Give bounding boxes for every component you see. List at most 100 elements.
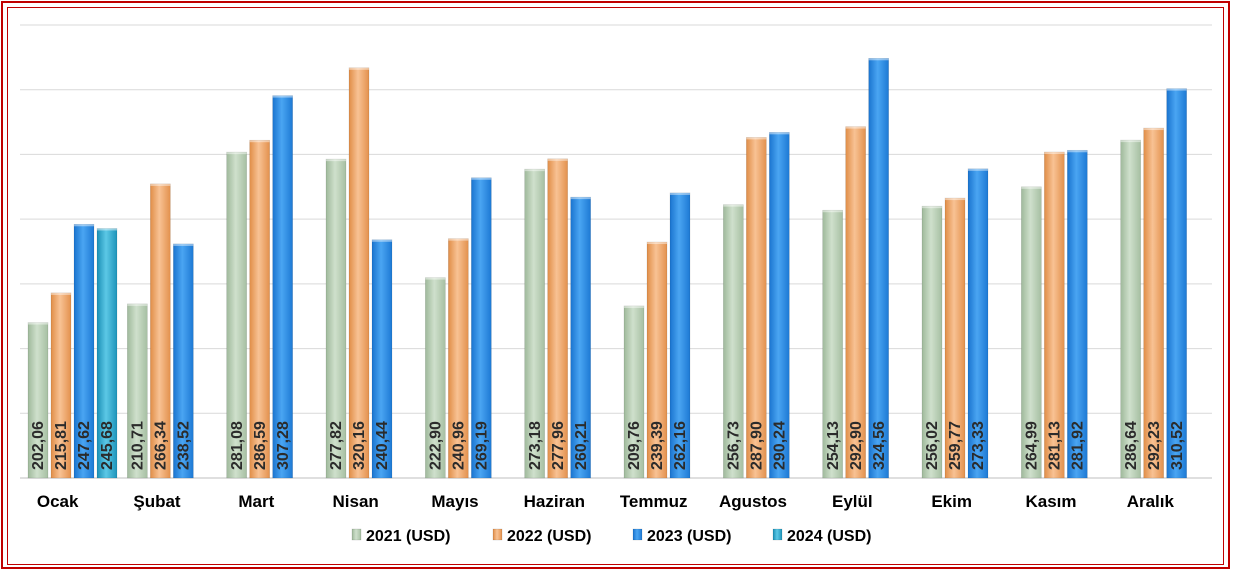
bar-highlight (1120, 140, 1141, 143)
bar-highlight (624, 305, 644, 308)
value-label: 222,90 (428, 421, 445, 470)
category-label: Nisan (333, 492, 379, 511)
bar-Ekim-2023 (USD) (967, 168, 989, 479)
bar-Mart-2023 (USD) (272, 95, 293, 479)
value-label: 320,16 (351, 421, 368, 470)
bar-Mayıs-2022 (USD) (448, 238, 469, 479)
bar-highlight (326, 159, 346, 162)
bar-highlight (448, 238, 469, 241)
bar-Ocak-2024 (USD) (96, 228, 118, 479)
value-label: 259,77 (947, 421, 964, 470)
bar-Mayıs-2021 (USD) (425, 277, 446, 479)
category-label: Haziran (524, 492, 585, 511)
bar-highlight (127, 303, 148, 306)
category-label: Agustos (719, 492, 787, 511)
value-label: 266,34 (153, 421, 170, 470)
value-label: 209,76 (626, 421, 643, 470)
value-label: 310,52 (1169, 421, 1186, 470)
bar-highlight (1021, 186, 1042, 189)
bar-highlight (272, 95, 293, 98)
legend: 2021 (USD) 2022 (USD) 2023 (USD) 2024 (USD) (351, 528, 871, 545)
category-label: Mart (238, 492, 274, 511)
value-label: 290,24 (772, 421, 789, 470)
bar-highlight (425, 277, 446, 280)
value-label: 256,02 (924, 421, 941, 470)
bar-Agustos-2023 (USD) (769, 132, 790, 479)
bar-Nisan-2021 (USD) (325, 158, 347, 479)
bar-Eylül-2023 (USD) (868, 58, 889, 479)
value-label: 262,16 (672, 421, 689, 470)
value-label: 215,81 (53, 421, 70, 470)
bar-highlight (1067, 150, 1088, 153)
value-label: 307,28 (275, 421, 292, 470)
bar-Mart-2021 (USD) (226, 151, 247, 479)
bar-Haziran-2023 (USD) (570, 196, 591, 479)
bar-highlight (547, 158, 568, 161)
bar-Mayıs-2023 (USD) (471, 177, 492, 479)
legend-label: 2023 (USD) (647, 528, 731, 545)
bar-Ocak-2023 (USD) (73, 223, 95, 479)
value-label: 287,90 (749, 421, 766, 470)
bar-highlight (372, 239, 392, 242)
bar-Ocak-2021 (USD) (27, 322, 49, 479)
bar-highlight (670, 192, 690, 195)
legend-swatch (632, 528, 643, 541)
category-label: Mayıs (431, 492, 478, 511)
legend-swatch (772, 528, 783, 541)
bar-Agustos-2022 (USD) (746, 137, 767, 479)
bar-highlight (349, 67, 369, 70)
bar-Mart-2022 (USD) (249, 139, 270, 479)
value-label: 281,08 (229, 421, 246, 470)
value-label: 286,64 (1123, 421, 1140, 470)
value-label: 240,96 (451, 421, 468, 470)
bar-Şubat-2023 (USD) (173, 243, 194, 479)
bar-highlight (945, 198, 965, 201)
bar-highlight (723, 204, 744, 207)
bar-highlight (647, 242, 667, 245)
gridlines (20, 24, 1212, 479)
value-label: 273,18 (527, 421, 544, 470)
bar-highlight (471, 177, 492, 180)
bar-highlight (922, 206, 942, 209)
legend-label: 2021 (USD) (366, 528, 450, 545)
bar-Eylül-2022 (USD) (845, 126, 866, 479)
bar-highlight (150, 183, 171, 186)
bar-highlight (524, 169, 545, 172)
value-label: 324,56 (871, 421, 888, 470)
category-label: Ekim (931, 492, 972, 511)
bar-highlight (28, 322, 48, 325)
value-label: 202,06 (30, 421, 47, 470)
category-label: Ocak (37, 492, 79, 511)
category-label: Kasım (1025, 492, 1076, 511)
bar-Aralık-2021 (USD) (1120, 139, 1141, 479)
value-label: 245,68 (99, 421, 116, 470)
legend-label: 2024 (USD) (787, 528, 871, 545)
value-label: 277,82 (328, 421, 345, 470)
value-label: 269,19 (474, 421, 491, 470)
bar-Ekim-2021 (USD) (921, 205, 943, 479)
bar-Temmuz-2023 (USD) (669, 192, 691, 479)
value-label: 281,13 (1047, 421, 1064, 470)
bar-highlight (822, 210, 843, 213)
bar-highlight (570, 197, 591, 200)
legend-swatch (492, 528, 503, 541)
bar-Kasım-2021 (USD) (1021, 186, 1042, 479)
value-label: 281,92 (1070, 421, 1087, 470)
bar-highlight (868, 58, 889, 61)
bar-highlight (1143, 128, 1164, 131)
category-label: Eylül (832, 492, 873, 511)
bar-highlight (249, 140, 270, 143)
bar-Agustos-2021 (USD) (723, 204, 744, 479)
value-label: 292,23 (1146, 421, 1163, 470)
value-label: 254,13 (825, 421, 842, 470)
bar-highlight (51, 292, 71, 295)
value-label: 292,90 (848, 421, 865, 470)
value-label: 273,33 (970, 421, 987, 470)
bar-Haziran-2022 (USD) (547, 158, 568, 479)
bar-Ocak-2022 (USD) (50, 292, 72, 479)
bar-highlight (74, 224, 94, 227)
legend-label: 2022 (USD) (507, 528, 591, 545)
bar-Şubat-2021 (USD) (127, 303, 148, 479)
